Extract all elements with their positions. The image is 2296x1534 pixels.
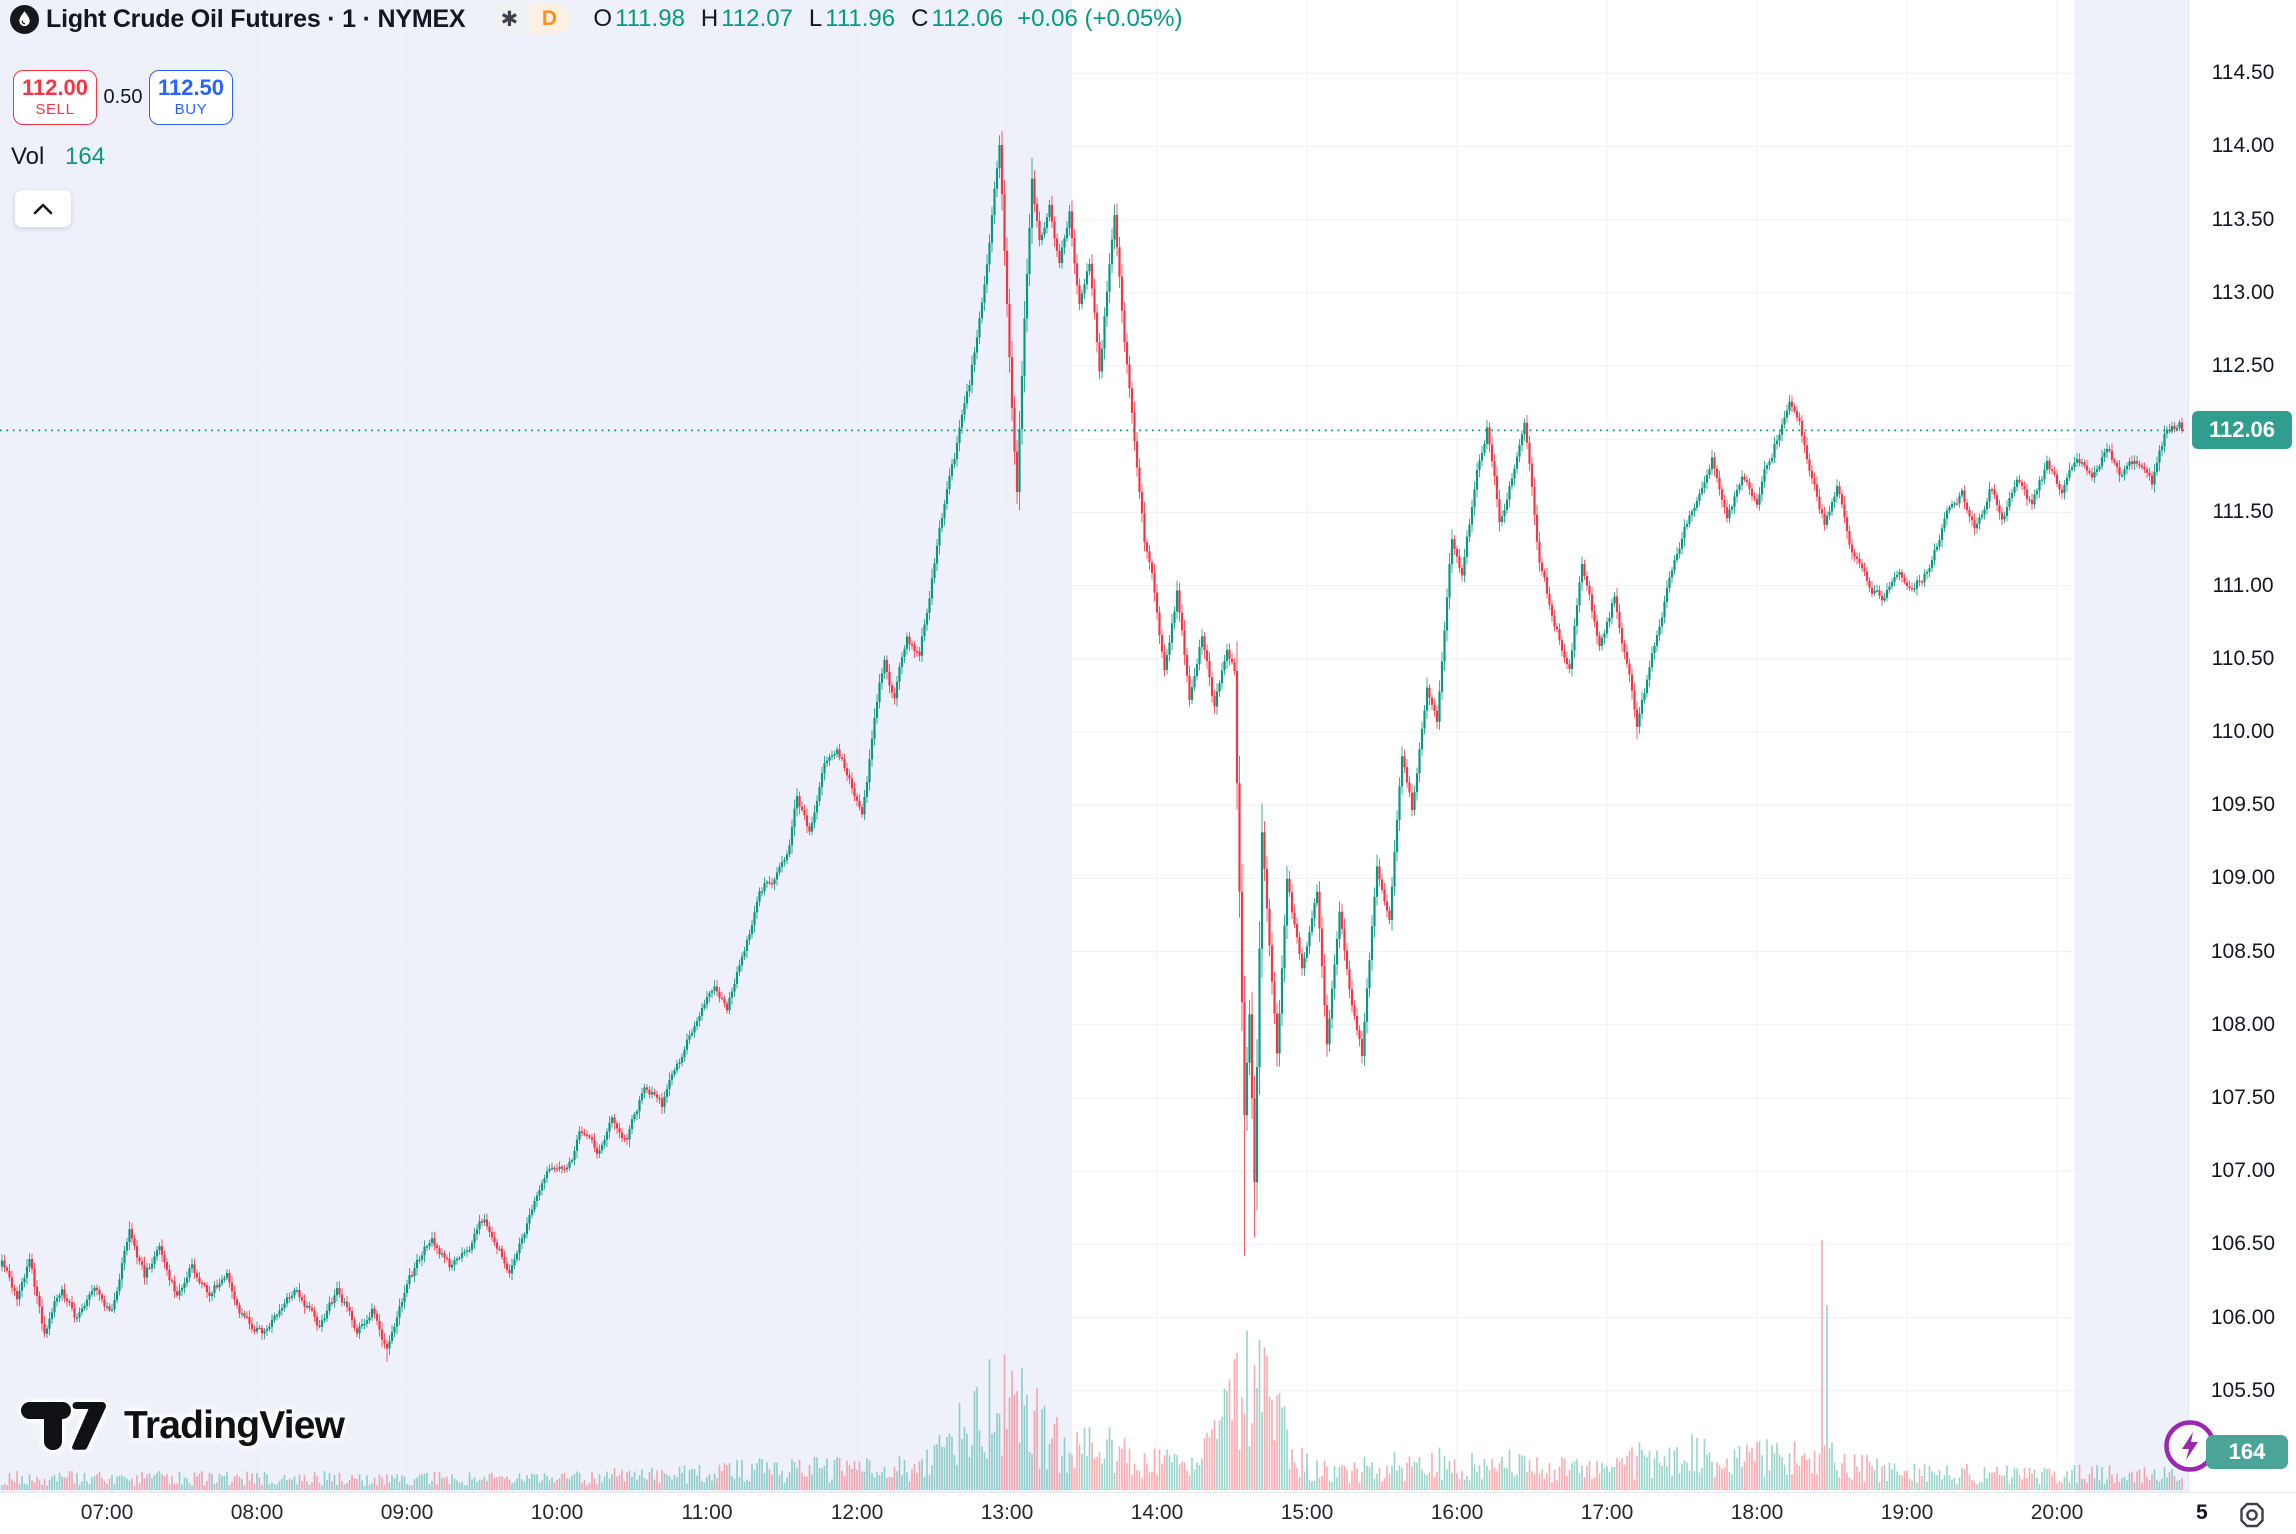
time-tick: 13:00	[980, 1501, 1034, 1524]
volume-legend: Vol 164	[11, 143, 105, 171]
time-tick: 11:00	[681, 1501, 733, 1524]
open-value: 111.98	[615, 5, 685, 32]
collapse-legend-button[interactable]	[14, 189, 72, 228]
price-tick: 105.50	[2210, 1378, 2276, 1402]
sell-price: 112.00	[21, 75, 89, 100]
price-tick: 106.50	[2210, 1232, 2276, 1256]
price-tick: 111.00	[2212, 573, 2274, 597]
spread-value: 0.50	[103, 86, 143, 108]
trade-panel: 112.00 SELL 0.50 112.50 BUY	[13, 70, 233, 125]
chevron-up-icon	[33, 203, 53, 214]
symbol-legend: Light Crude Oil Futures · 1 · NYMEX ✱ D …	[10, 3, 1183, 35]
open-label: O	[593, 5, 613, 32]
price-tick: 113.00	[2211, 280, 2275, 304]
time-tick: 07:00	[80, 1501, 134, 1524]
price-tick: 106.00	[2210, 1305, 2276, 1329]
close-value: 112.06	[931, 5, 1004, 32]
alert-asterisk-button[interactable]: ✱	[489, 4, 530, 34]
price-tick: 111.50	[2212, 500, 2274, 524]
time-tick: 14:00	[1130, 1501, 1184, 1524]
price-tick: 114.00	[2211, 134, 2275, 158]
low-value: 111.96	[825, 5, 896, 32]
legend-pill: ✱ D	[489, 4, 570, 34]
buy-price: 112.50	[157, 75, 225, 100]
time-axis[interactable]: 5 07:00 08:00 09:00 10:00 11:00 12:00 13:00 14:…	[0, 1492, 2296, 1534]
interval-d-button[interactable]: D	[529, 4, 570, 34]
last-volume-badge: 164	[2206, 1435, 2288, 1469]
low-label: L	[808, 5, 823, 32]
lightning-icon	[2164, 1420, 2216, 1472]
time-tick: 20:00	[2030, 1501, 2084, 1524]
tradingview-logo-icon	[21, 1402, 106, 1450]
flash-lightning-button[interactable]	[2163, 1419, 2217, 1473]
high-value: 112.07	[721, 5, 793, 32]
time-tick: 19:00	[1880, 1501, 1934, 1524]
current-price-badge: 112.06	[2192, 411, 2292, 450]
price-tick: 114.50	[2211, 61, 2275, 85]
price-tick: 108.50	[2210, 939, 2276, 963]
time-tick: 15:00	[1280, 1501, 1334, 1524]
high-label: H	[700, 5, 719, 32]
time-tick: 16:00	[1430, 1501, 1484, 1524]
price-axis[interactable]: 112.06 114.50114.00113.50113.00112.50112…	[2188, 0, 2296, 1492]
change-value: +0.06 (+0.05%)	[1017, 5, 1183, 32]
time-tick: 09:00	[380, 1501, 434, 1524]
tradingview-logo[interactable]: TradingView	[20, 1400, 345, 1452]
price-tick: 110.50	[2211, 646, 2275, 670]
price-tick: 107.00	[2210, 1159, 2276, 1183]
time-tick: 08:00	[230, 1501, 284, 1524]
close-label: C	[911, 5, 929, 32]
volume-label: Vol	[11, 143, 45, 170]
time-tick: 10:00	[530, 1501, 584, 1524]
price-tick: 107.50	[2210, 1086, 2276, 1109]
time-tick: 18:00	[1730, 1501, 1784, 1524]
price-tick: 109.50	[2210, 793, 2276, 817]
settings-gear-icon[interactable]	[2234, 1497, 2270, 1533]
volume-value: 164	[65, 143, 106, 170]
time-tick: 12:00	[830, 1501, 884, 1524]
day-label: 5	[2196, 1501, 2208, 1524]
price-tick: 112.50	[2211, 354, 2275, 377]
buy-label: BUY	[174, 101, 208, 118]
price-tick: 108.00	[2210, 1012, 2276, 1036]
buy-button[interactable]: 112.50 BUY	[149, 70, 233, 125]
symbol-title[interactable]: Light Crude Oil Futures · 1 · NYMEX	[46, 4, 466, 33]
sell-button[interactable]: 112.00 SELL	[13, 70, 97, 125]
time-tick: 17:00	[1580, 1501, 1634, 1524]
price-tick: 110.00	[2211, 720, 2275, 743]
crude-oil-icon	[10, 4, 39, 34]
sell-label: SELL	[35, 101, 75, 118]
tradingview-logo-text: TradingView	[124, 1404, 345, 1447]
price-tick: 109.00	[2210, 866, 2276, 890]
ohlc-readout: O 111.98 H 112.07 L 111.96 C 112.06 +0.0…	[593, 5, 1182, 33]
price-tick: 113.50	[2211, 207, 2275, 231]
